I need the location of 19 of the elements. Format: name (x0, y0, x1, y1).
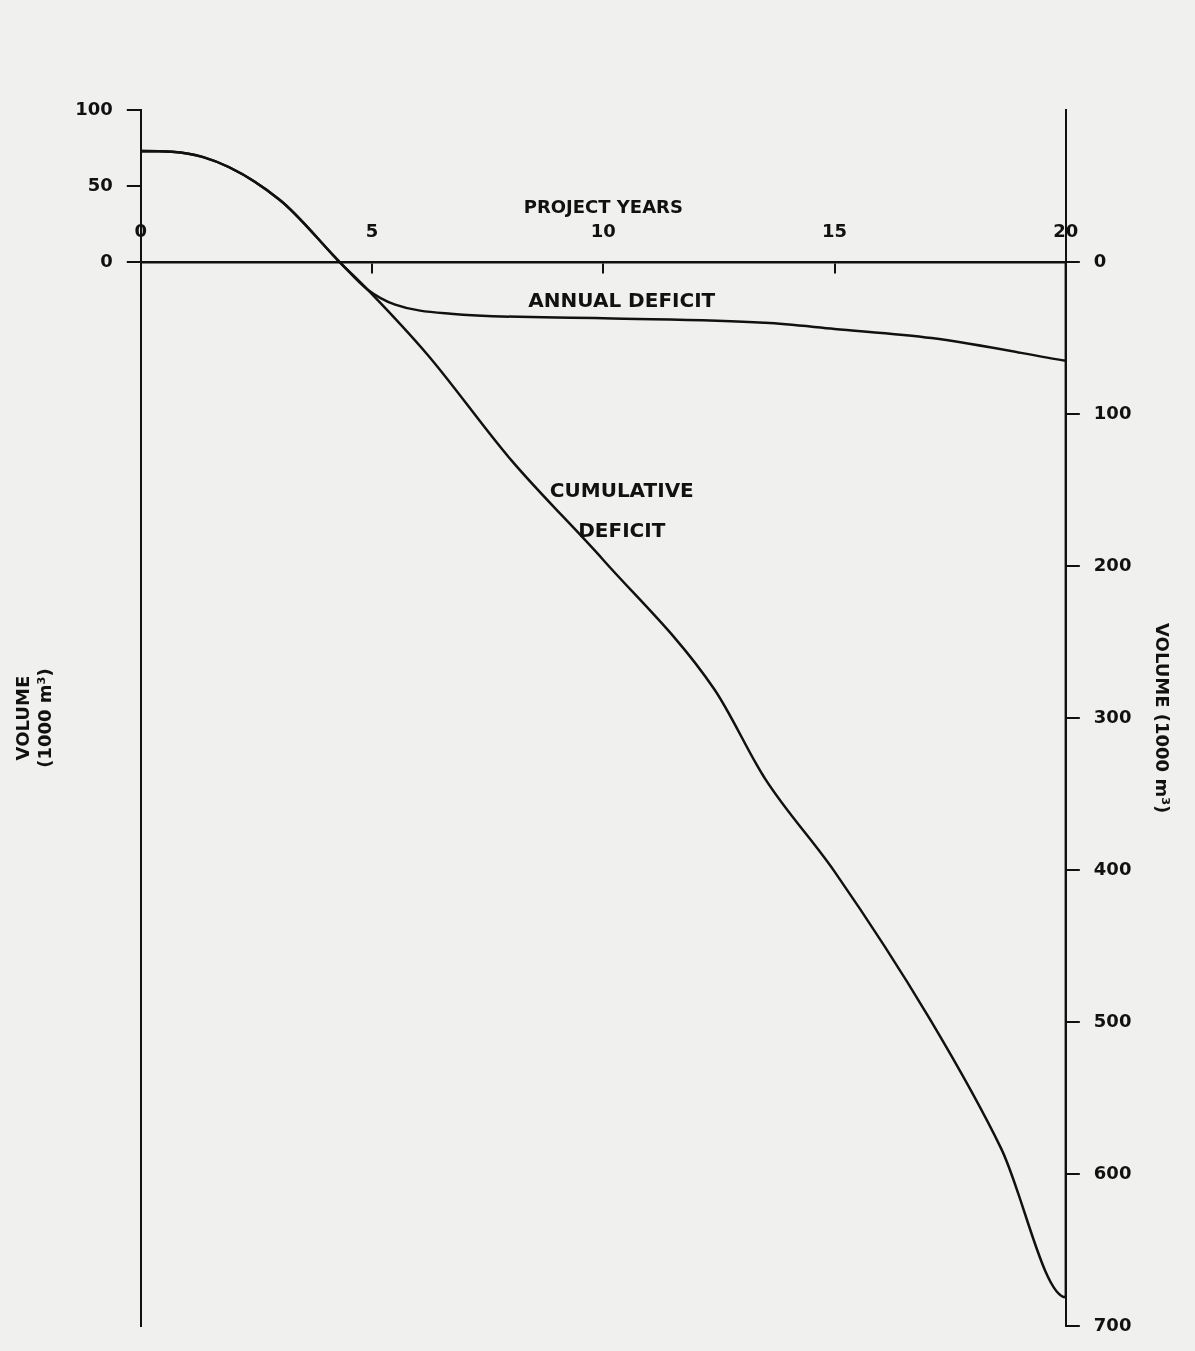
y2-tick-label: 600 (1093, 1161, 1132, 1183)
y2-tick-label: 200 (1093, 553, 1132, 575)
y2-axis-title: VOLUME (1000 m³) (1151, 622, 1173, 814)
y2-tick-label: 0 (1093, 249, 1107, 271)
y2-tick-label: 400 (1093, 857, 1132, 879)
y-tick-label: 50 (87, 173, 113, 195)
y-axis-title: VOLUME (1000 m³) (12, 668, 56, 768)
series-label: CUMULATIVE DEFICIT (549, 478, 694, 543)
x-tick-label: 15 (822, 220, 848, 242)
y2-tick-label: 500 (1093, 1009, 1132, 1031)
y2-tick-label: 100 (1093, 401, 1132, 423)
x-axis-title: PROJECT YEARS (523, 196, 683, 218)
y-tick-label: 100 (75, 97, 113, 119)
x-tick-label: 5 (365, 220, 379, 242)
y-tick-label: 0 (100, 249, 113, 271)
x-tick-label: 10 (590, 220, 616, 242)
y2-tick-label: 300 (1093, 705, 1132, 727)
series-label: ANNUAL DEFICIT (528, 288, 716, 313)
y2-tick-label: 700 (1093, 1313, 1132, 1335)
